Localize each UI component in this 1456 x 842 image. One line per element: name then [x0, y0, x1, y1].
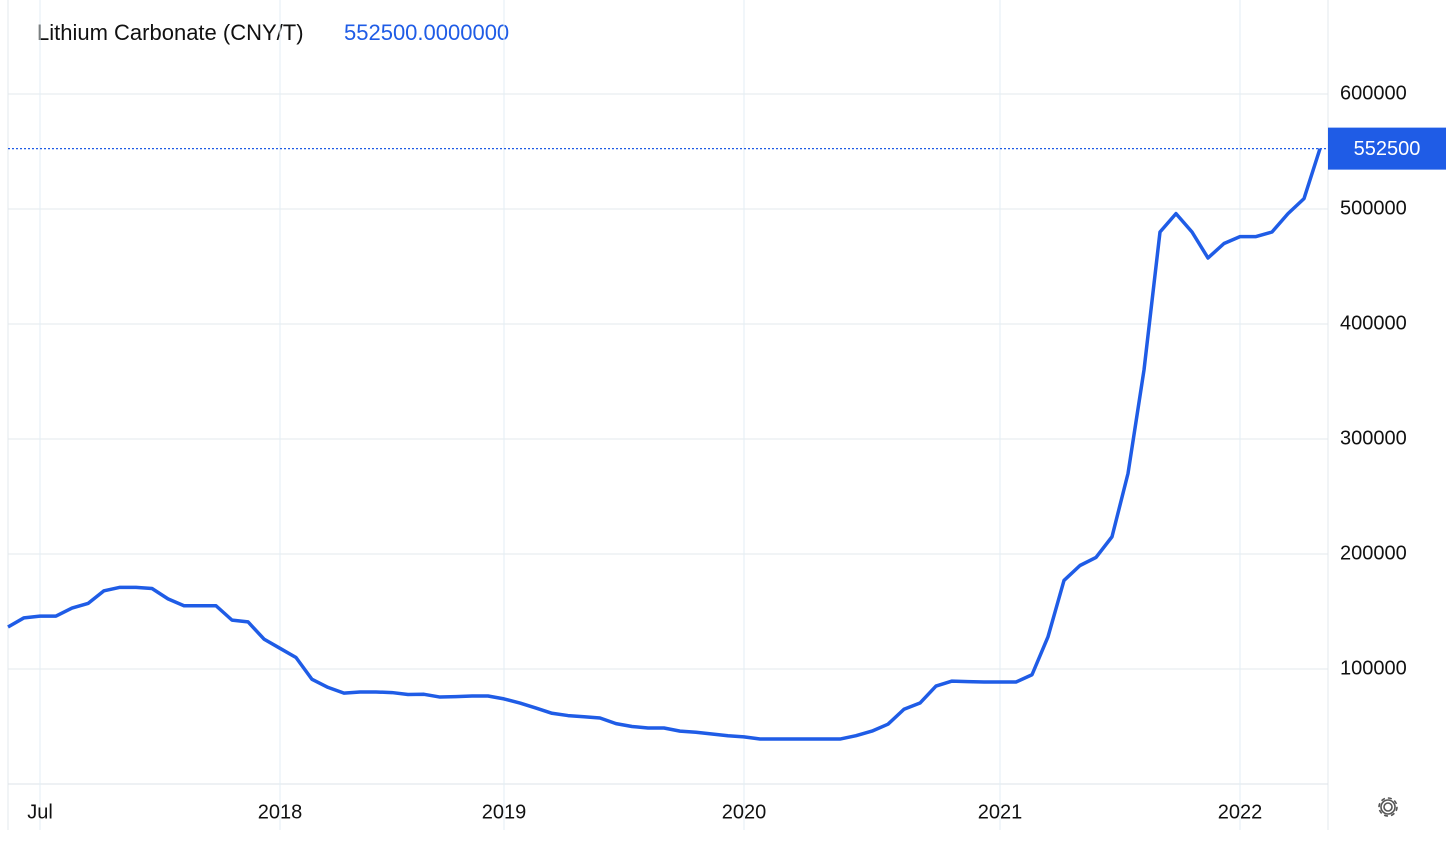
- x-tick-label: 2020: [722, 801, 767, 823]
- price-line: [7, 148, 1322, 741]
- x-tick-label: 2019: [482, 801, 527, 823]
- x-tick-label: 2022: [1218, 801, 1263, 823]
- last-value: 552500.0000000: [344, 20, 509, 45]
- last-value-badge-label: 552500: [1354, 138, 1421, 160]
- y-tick-label: 200000: [1340, 542, 1407, 564]
- x-tick-label: 2018: [258, 801, 303, 823]
- y-tick-label: 500000: [1340, 197, 1407, 219]
- settings-icon[interactable]: [1378, 797, 1398, 817]
- x-tick-label: 2021: [978, 801, 1023, 823]
- chart-title: Lithium Carbonate (CNY/T): [37, 20, 304, 45]
- y-tick-label: 400000: [1340, 312, 1407, 334]
- y-tick-label: 300000: [1340, 427, 1407, 449]
- last-value-badge: [1328, 127, 1446, 170]
- x-tick-label: Jul: [27, 801, 53, 823]
- y-tick-label: 600000: [1340, 82, 1407, 104]
- y-tick-label: 100000: [1340, 657, 1407, 679]
